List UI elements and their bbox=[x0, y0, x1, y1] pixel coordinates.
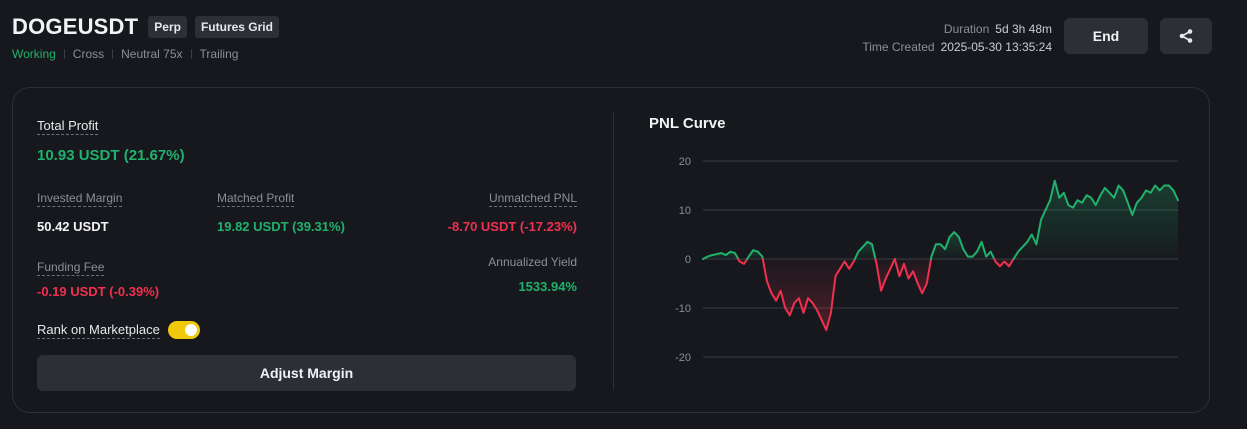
pnl-line-positive bbox=[702, 250, 740, 260]
loss-area bbox=[894, 259, 931, 294]
toggle-knob bbox=[184, 324, 197, 336]
divider bbox=[190, 49, 192, 59]
y-tick-label: 0 bbox=[685, 254, 691, 266]
section-divider bbox=[613, 112, 614, 390]
leverage-text: Neutral 75x bbox=[121, 47, 183, 61]
end-button[interactable]: End bbox=[1064, 18, 1148, 54]
chart-title: PNL Curve bbox=[649, 115, 726, 132]
y-tick-label: 10 bbox=[679, 205, 691, 217]
pnl-line-negative bbox=[761, 258, 856, 332]
y-tick-label: -10 bbox=[675, 303, 691, 315]
duration-value: 5d 3h 48m bbox=[995, 22, 1052, 36]
time-created-label: Time Created bbox=[862, 40, 935, 54]
pnl-line-negative bbox=[737, 258, 749, 265]
pnl-line-positive bbox=[1012, 179, 1179, 260]
bot-header: DOGEUSDT Perp Futures Grid Working Cross… bbox=[12, 14, 1212, 66]
loss-area bbox=[762, 259, 855, 331]
profit-summary: Total Profit 10.93 USDT (21.67%) Investe… bbox=[37, 88, 577, 412]
total-profit-value: 10.93 USDT (21.67%) bbox=[37, 147, 185, 164]
invested-margin-value: 50.42 USDT bbox=[37, 219, 109, 234]
divider bbox=[63, 49, 65, 59]
funding-fee-value: -0.19 USDT (-0.39%) bbox=[37, 284, 160, 299]
rank-label[interactable]: Rank on Marketplace bbox=[37, 321, 160, 339]
profit-area bbox=[747, 250, 763, 259]
matched-profit-label[interactable]: Matched Profit bbox=[217, 191, 295, 207]
pnl-line-negative bbox=[993, 258, 1015, 268]
bot-meta: Duration 5d 3h 48m Time Created 2025-05-30… bbox=[862, 20, 1052, 56]
bot-detail-card: Total Profit 10.93 USDT (21.67%) Investe… bbox=[12, 87, 1210, 413]
symbol-title: DOGEUSDT bbox=[12, 14, 139, 39]
unmatched-pnl-value: -8.70 USDT (-17.23%) bbox=[447, 219, 577, 234]
unmatched-pnl-label[interactable]: Unmatched PNL bbox=[488, 191, 577, 207]
rank-on-marketplace: Rank on Marketplace bbox=[37, 321, 200, 339]
y-tick-label: 20 bbox=[679, 156, 691, 168]
matched-profit-value: 19.82 USDT (39.31%) bbox=[217, 219, 345, 234]
duration-label: Duration bbox=[943, 22, 990, 36]
pnl-line-positive bbox=[746, 249, 764, 260]
profit-area bbox=[854, 241, 876, 259]
annualized-yield-label: Annualized Yield bbox=[488, 255, 577, 269]
status-text: Working bbox=[12, 47, 56, 61]
futures-grid-tag: Futures Grid bbox=[194, 16, 279, 38]
annualized-yield-value: 1533.94% bbox=[518, 279, 577, 294]
share-icon bbox=[1179, 29, 1193, 43]
profit-area bbox=[1013, 180, 1178, 259]
share-button[interactable] bbox=[1160, 18, 1212, 54]
loss-area bbox=[738, 259, 748, 264]
time-created-value: 2025-05-30 13:35:24 bbox=[940, 40, 1052, 54]
divider bbox=[112, 49, 114, 59]
adjust-margin-button[interactable]: Adjust Margin bbox=[37, 355, 576, 391]
pnl-line-negative bbox=[893, 258, 932, 295]
invested-margin-label[interactable]: Invested Margin bbox=[37, 191, 123, 207]
profit-area bbox=[931, 232, 995, 259]
total-profit-label[interactable]: Total Profit bbox=[37, 118, 99, 135]
pnl-line-positive bbox=[930, 231, 996, 260]
y-tick-label: -20 bbox=[675, 352, 691, 364]
pnl-line-negative bbox=[874, 258, 896, 292]
pnl-chart: 20 10 0 -10 -20 bbox=[675, 156, 1179, 364]
perp-tag: Perp bbox=[148, 16, 187, 38]
funding-fee-label[interactable]: Funding Fee bbox=[37, 260, 105, 276]
trailing-text: Trailing bbox=[199, 47, 239, 61]
margin-mode-text: Cross bbox=[72, 47, 105, 61]
rank-toggle[interactable] bbox=[167, 321, 200, 339]
pnl-line-positive bbox=[853, 240, 877, 260]
